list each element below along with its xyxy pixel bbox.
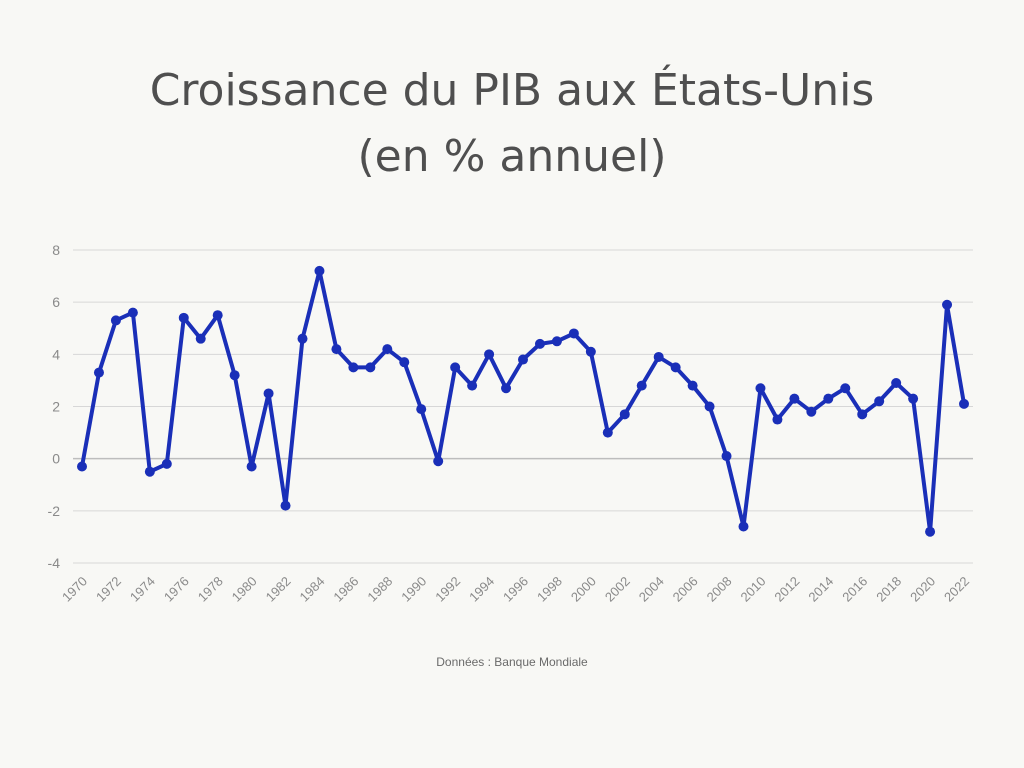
data-point <box>144 466 155 477</box>
y-tick-label: 6 <box>52 294 60 310</box>
data-point <box>178 312 189 323</box>
data-point <box>246 461 257 472</box>
data-point <box>212 310 223 321</box>
data-point <box>704 401 715 412</box>
data-point <box>331 344 342 355</box>
data-point <box>314 265 325 276</box>
chart-title: Croissance du PIB aux États-Unis (en % a… <box>149 65 875 182</box>
data-point <box>551 336 562 347</box>
x-tick-label: 2004 <box>636 574 667 605</box>
data-point <box>518 354 528 365</box>
data-point <box>416 404 427 415</box>
data-point <box>110 315 121 326</box>
data-point <box>789 393 800 404</box>
x-tick-label: 1992 <box>432 574 463 605</box>
x-tick-label: 1978 <box>195 574 226 605</box>
data-point <box>263 388 274 399</box>
data-point <box>755 383 766 394</box>
y-tick-label: -2 <box>48 503 61 519</box>
data-point <box>670 362 681 373</box>
gridlines <box>73 249 973 564</box>
data-point <box>450 362 461 373</box>
x-tick-label: 1990 <box>398 574 429 605</box>
data-point <box>823 393 834 404</box>
data-point <box>585 346 596 357</box>
x-tick-label: 2012 <box>771 574 802 605</box>
x-tick-label: 1980 <box>229 574 260 605</box>
data-point <box>925 526 936 537</box>
series-gdp-growth <box>77 265 969 537</box>
data-point <box>280 500 291 511</box>
y-tick-label: 4 <box>52 346 60 362</box>
x-tick-label: 1984 <box>297 574 328 605</box>
data-point <box>365 362 376 373</box>
y-tick-label: 0 <box>52 451 60 467</box>
data-point <box>534 338 545 349</box>
x-tick-label: 2020 <box>907 574 938 605</box>
x-tick-label: 2016 <box>839 574 870 605</box>
data-point <box>161 458 172 469</box>
y-tick-label: 2 <box>52 399 60 415</box>
data-point <box>874 396 885 407</box>
x-axis-ticks: 1970 1972 1974 1976 1978 1980 1982 1984 1986 1988… <box>59 574 972 605</box>
data-point <box>653 351 664 362</box>
y-tick-label: -4 <box>48 555 61 571</box>
x-tick-label: 1998 <box>534 574 565 605</box>
data-point <box>568 328 579 339</box>
x-tick-label: 1970 <box>59 574 90 605</box>
x-tick-label: 2000 <box>568 574 599 605</box>
data-point <box>127 307 138 318</box>
data-point <box>908 393 919 404</box>
x-tick-label: 2002 <box>602 574 633 605</box>
x-tick-label: 1972 <box>93 574 124 605</box>
data-point <box>891 378 902 389</box>
data-point <box>433 456 444 467</box>
data-point <box>959 398 969 409</box>
x-tick-label: 2014 <box>805 574 836 605</box>
data-point <box>229 370 240 381</box>
x-tick-label: 1976 <box>161 574 192 605</box>
data-point <box>738 521 749 532</box>
data-point <box>619 409 630 420</box>
data-point <box>467 380 478 391</box>
data-point <box>501 383 512 394</box>
x-tick-label: 2010 <box>738 574 769 605</box>
data-point <box>942 299 953 310</box>
data-point <box>195 333 206 344</box>
x-tick-label: 1986 <box>330 574 361 605</box>
data-point <box>348 362 359 373</box>
data-point <box>806 406 817 417</box>
x-tick-label: 2022 <box>941 574 972 605</box>
x-tick-label: 2008 <box>704 574 735 605</box>
data-point <box>399 357 410 368</box>
data-point <box>840 383 851 394</box>
data-point <box>602 427 613 438</box>
data-point <box>93 367 104 378</box>
x-tick-label: 1982 <box>263 574 294 605</box>
data-point <box>297 333 308 344</box>
x-tick-label: 1988 <box>364 574 395 605</box>
data-point <box>772 414 783 425</box>
y-axis-ticks: 8 6 4 2 0 -2 -4 <box>48 242 61 571</box>
data-point <box>687 380 698 391</box>
y-tick-label: 8 <box>52 242 60 258</box>
data-point <box>484 349 495 360</box>
data-point <box>857 409 868 420</box>
x-tick-label: 2006 <box>670 574 701 605</box>
data-point <box>77 461 87 472</box>
data-point <box>382 344 393 355</box>
x-tick-label: 1994 <box>466 574 497 605</box>
data-point <box>721 451 732 462</box>
x-tick-label: 2018 <box>873 574 904 605</box>
x-tick-label: 1996 <box>500 574 531 605</box>
x-tick-label: 1974 <box>127 574 158 605</box>
data-point <box>636 380 647 391</box>
data-source-note: Données : Banque Mondiale <box>436 655 588 669</box>
